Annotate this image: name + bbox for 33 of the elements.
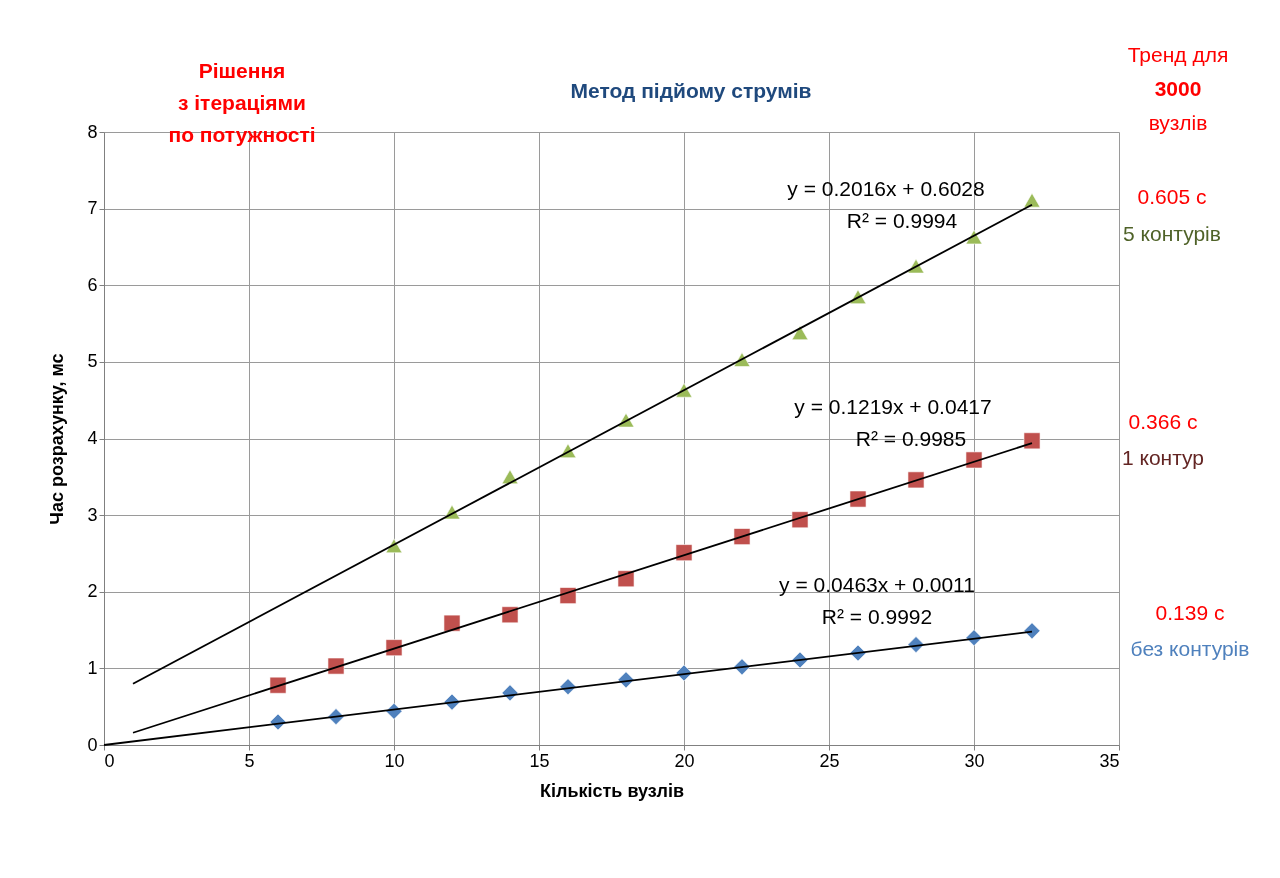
point <box>1023 622 1041 640</box>
annotation: y = 0.0463x + 0.0011 R² = 0.9992 <box>779 573 975 628</box>
x-tick-label: 25 <box>819 750 840 771</box>
chart-title: Метод підйому струмів <box>570 79 812 102</box>
y-tick-label: 0 <box>87 734 98 755</box>
annotation: y = 0.2016x + 0.6028 R² = 0.9994 <box>787 177 985 232</box>
text: 0.605 с 5 контурів <box>1123 185 1221 245</box>
y-tick-label: 6 <box>87 274 98 295</box>
x-tick-label: 5 <box>244 750 255 771</box>
annotation: Рішення з ітераціями по потужності <box>168 59 316 146</box>
y-tick-label: 2 <box>87 581 98 602</box>
y-tick-label: 1 <box>87 657 98 678</box>
x-tick-label: 30 <box>964 750 985 771</box>
x-tick-label: 10 <box>384 750 405 771</box>
text: 0.366 с 1 контур <box>1121 410 1205 469</box>
point <box>1023 432 1041 450</box>
x-tick-label: 15 <box>529 750 550 771</box>
y-tick-label: 3 <box>87 504 98 525</box>
point <box>1023 192 1041 208</box>
x-tick-label: 20 <box>674 750 695 771</box>
annotation: y = 0.1219x + 0.0417 R² = 0.9985 <box>794 395 992 450</box>
point <box>443 614 461 632</box>
x-tick-label: 0 <box>104 750 115 771</box>
y-axis-title: Час розрахунку, мс <box>47 353 68 525</box>
point <box>791 325 809 341</box>
y-tick-label: 7 <box>87 198 98 219</box>
text: 0.139 с без контурів <box>1130 601 1250 660</box>
text: Тренд для 3000 вузлів <box>1127 43 1229 134</box>
x-tick-label: 35 <box>1099 750 1120 771</box>
y-tick-label: 5 <box>87 351 98 372</box>
y-tick-label: 8 <box>87 121 98 142</box>
y-tick-label: 4 <box>87 428 98 448</box>
x-axis-title: Кількість вузлів <box>540 780 684 801</box>
